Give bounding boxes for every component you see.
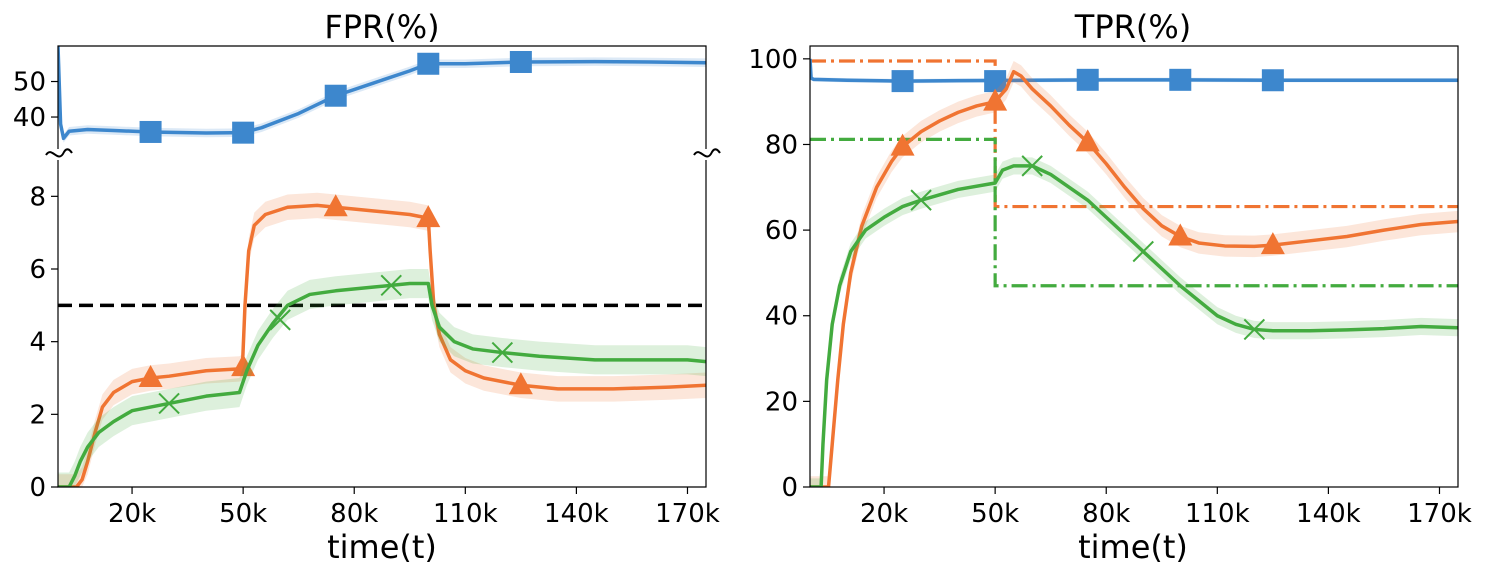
fpr-lower-ytick-label: 8 [29, 182, 46, 212]
fpr-lower-ytick-label: 4 [29, 328, 46, 358]
x-marker [910, 189, 932, 211]
square-marker [891, 70, 914, 93]
x-marker [1021, 155, 1043, 177]
square-marker [417, 52, 440, 75]
triangle-marker [890, 133, 915, 156]
upper-frame [57, 45, 707, 149]
triangle-marker [323, 194, 348, 217]
x-marker [491, 341, 514, 364]
square-marker [1261, 69, 1284, 92]
axis-break-mark [693, 148, 721, 158]
fpr-xtick-label: 20k [108, 499, 156, 529]
lower-frame [57, 160, 707, 488]
fpr-lower-ytick-label: 6 [29, 255, 46, 285]
fpr-upper-0-confidence-band [58, 46, 706, 143]
tpr-xtick-label: 20k [860, 499, 908, 529]
tpr-x-axis-label: time(t) [1078, 528, 1188, 566]
x-marker [269, 309, 291, 331]
axis-break-mark [45, 148, 73, 158]
square-marker [139, 120, 162, 143]
x-marker [380, 274, 402, 297]
tpr-ytick-label: 40 [765, 302, 798, 332]
fpr-lower-1-line [58, 203, 706, 487]
tpr-2-line [810, 164, 1458, 487]
x-marker [158, 392, 180, 415]
square-marker [509, 50, 532, 73]
triangle-marker [138, 365, 163, 387]
tpr-ytick-label: 80 [765, 130, 798, 160]
tpr-1-line [810, 69, 1458, 487]
fpr-xtick-label: 80k [330, 499, 378, 529]
fpr-lower-1-series [58, 192, 706, 487]
fpr-lower-panel: 0 2 4 6 8 20k 50k 80k 110k 140k 170k [29, 160, 720, 529]
fpr-upper-0-series [58, 46, 706, 144]
tpr-frame [809, 45, 1459, 488]
fpr-xtick-label: 170k [655, 499, 720, 529]
square-marker [1169, 68, 1192, 91]
x-marker [1243, 318, 1266, 341]
tpr-ytick-label: 60 [765, 216, 798, 246]
tpr-ytick-label: 100 [748, 45, 798, 75]
fpr-lower-2-series [58, 269, 706, 487]
fpr-x-axis-label: time(t) [327, 528, 437, 566]
fpr-lower-ytick-label: 0 [29, 473, 46, 503]
tpr-plot-area: 0 20 40 60 80 100 20k 50k 80k 110k 140k 170k [748, 45, 1471, 529]
fpr-xtick-label: 110k [433, 499, 498, 529]
tpr-chart-title: TPR(%) [1074, 8, 1191, 46]
triangle-marker [1260, 232, 1285, 255]
tpr-ytick-label: 20 [765, 387, 798, 417]
triangle-marker [508, 372, 533, 395]
fpr-lower-2-line [58, 281, 706, 487]
triangle-marker [1168, 223, 1193, 246]
reference-line-0 [810, 59, 1458, 209]
square-marker [1076, 68, 1099, 91]
tpr-2-series [810, 155, 1458, 487]
square-marker [232, 121, 255, 144]
tpr-ytick-label: 0 [781, 473, 798, 503]
fpr-upper-ytick-label: 40 [13, 103, 46, 133]
tpr-1-series [810, 60, 1458, 487]
tpr-chart: TPR(%) time(t) 0 20 40 60 80 100 20k 50k 80k 110k… [748, 8, 1471, 566]
triangle-marker [231, 354, 256, 377]
x-marker [1132, 240, 1154, 263]
fpr-lower-1-confidence-band [58, 192, 706, 487]
tpr-xtick-label: 50k [971, 499, 1019, 529]
fpr-xtick-label: 140k [544, 499, 609, 529]
tpr-xtick-label: 140k [1296, 499, 1361, 529]
triangle-marker [983, 88, 1008, 111]
tpr-xtick-label: 110k [1185, 499, 1250, 529]
tpr-0-series [810, 56, 1458, 93]
square-marker [324, 84, 347, 107]
square-marker [984, 70, 1007, 93]
tpr-xtick-label: 80k [1082, 499, 1130, 529]
tpr-xtick-label: 170k [1407, 499, 1472, 529]
tpr-2-confidence-band [810, 157, 1458, 487]
fpr-xtick-label: 50k [219, 499, 267, 529]
tpr-1-confidence-band [810, 60, 1458, 487]
fpr-lower-ytick-label: 2 [29, 400, 46, 430]
fpr-upper-ytick-label: 50 [13, 68, 46, 98]
fpr-chart-title: FPR(%) [324, 8, 439, 46]
triangle-marker [1075, 129, 1100, 152]
triangle-marker [416, 205, 441, 228]
